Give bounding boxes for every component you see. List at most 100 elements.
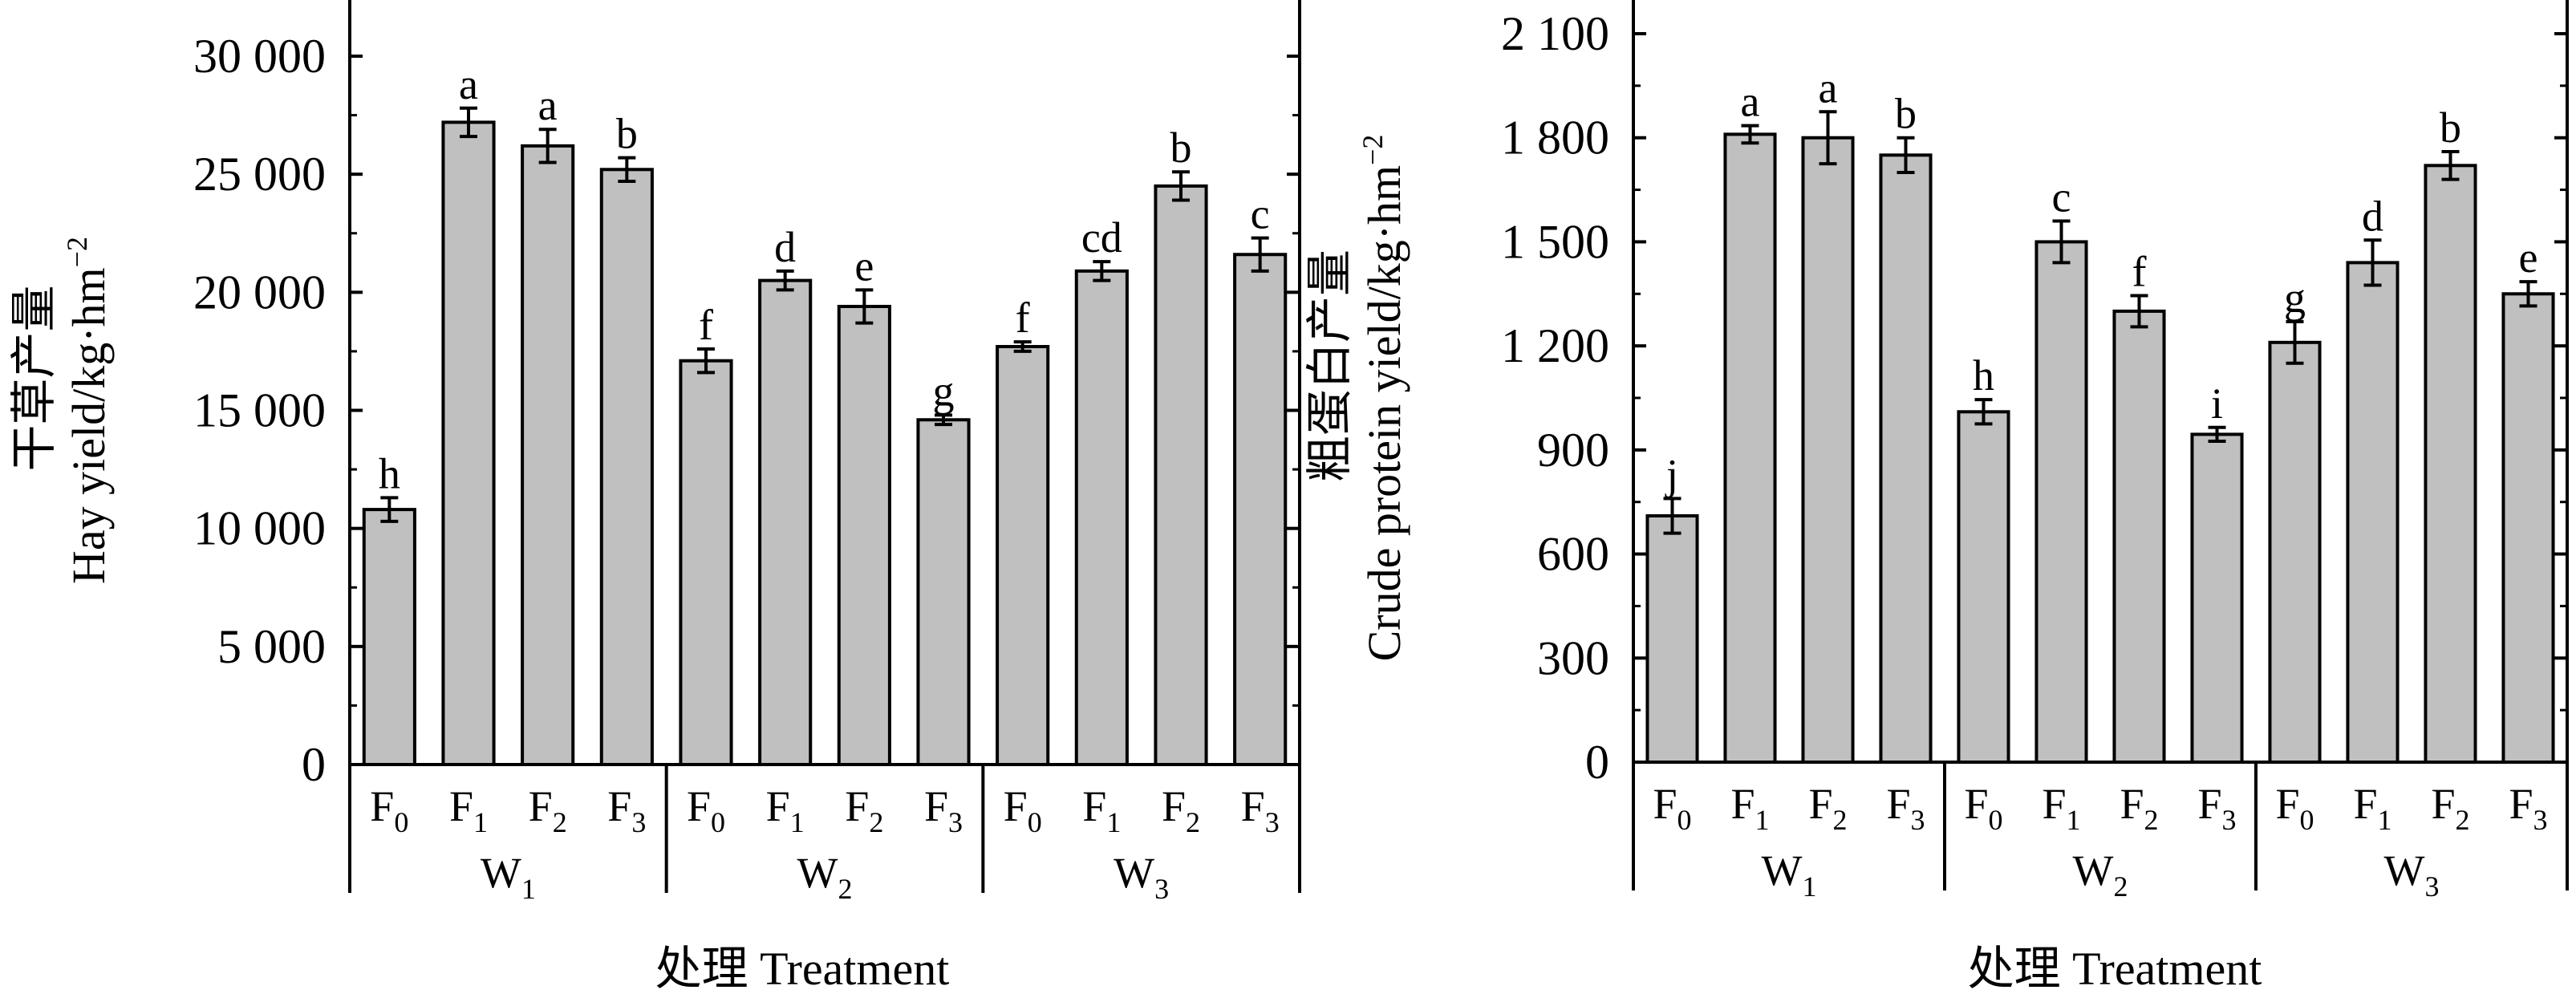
x-tick-label: F1 xyxy=(1730,780,1769,836)
significance-label: c xyxy=(2052,172,2071,221)
significance-label: h xyxy=(379,449,400,497)
x-tick-label: F3 xyxy=(2197,780,2236,836)
significance-label: a xyxy=(538,81,558,129)
x-tick-label: F1 xyxy=(766,782,805,838)
bar xyxy=(1723,132,1777,764)
y-axis-title-en: Hay yield/kg·hm−2 xyxy=(61,237,115,584)
y-tick-label: 5 000 xyxy=(217,620,326,673)
bar xyxy=(679,359,733,766)
y-axis-title-cn: 粗蛋白产量 xyxy=(1304,250,1356,482)
bar xyxy=(996,345,1050,766)
bar xyxy=(362,508,416,766)
bar xyxy=(1645,514,1699,764)
bar xyxy=(1801,136,1855,764)
y-tick-label: 300 xyxy=(1537,631,1609,684)
significance-label: d xyxy=(2362,192,2383,240)
x-tick-label: F3 xyxy=(2509,780,2547,836)
bar xyxy=(521,144,575,766)
bar xyxy=(916,418,971,766)
y-axis-title-en-sup: −2 xyxy=(1357,135,1389,165)
bar xyxy=(599,168,654,766)
significance-label: b xyxy=(1895,90,1917,138)
bar xyxy=(758,278,813,767)
significance-label: d xyxy=(774,223,796,271)
bar xyxy=(441,120,496,766)
bar xyxy=(2190,432,2244,765)
bar xyxy=(1233,253,1288,766)
x-tick-label: F2 xyxy=(529,782,567,838)
bar xyxy=(1074,269,1129,766)
x-tick-label: F1 xyxy=(1082,782,1121,838)
group-label: W3 xyxy=(1114,849,1169,905)
group-label: W2 xyxy=(2073,846,2128,903)
x-tick-label: F0 xyxy=(370,782,408,838)
significance-label: g xyxy=(2284,274,2306,322)
significance-label: g xyxy=(933,367,955,415)
significance-label: c xyxy=(1251,190,1270,238)
bar xyxy=(2112,309,2166,764)
significance-label: f xyxy=(2132,247,2147,295)
x-tick-label: F2 xyxy=(2120,780,2158,836)
x-tick-label: F0 xyxy=(687,782,725,838)
significance-label: b xyxy=(616,110,638,158)
y-tick-label: 0 xyxy=(302,738,326,791)
bar xyxy=(2268,340,2322,765)
significance-label: f xyxy=(699,301,713,349)
y-axis-title-en-sup: −2 xyxy=(61,237,93,267)
bar xyxy=(2346,261,2400,765)
significance-label: j xyxy=(1665,450,1678,498)
x-tick-label: F2 xyxy=(845,782,883,838)
group-label: W1 xyxy=(481,849,536,905)
y-tick-label: 15 000 xyxy=(193,384,326,437)
y-tick-label: 1 800 xyxy=(1501,112,1609,164)
bar xyxy=(2501,292,2555,764)
chart-1: 0 5 000 10 000 15 000 20 000 25 000 30 000 h F0 a… xyxy=(8,0,1301,995)
y-axis-title-en-main: Crude protein yield/kg·hm xyxy=(1358,165,1410,662)
x-axis-title: 处理 Treatment xyxy=(1968,943,2262,994)
x-tick-label: F2 xyxy=(1808,780,1847,836)
bar xyxy=(2034,240,2088,764)
significance-label: a xyxy=(1819,63,1838,112)
x-tick-label: F1 xyxy=(2042,780,2080,836)
significance-label: b xyxy=(1170,124,1192,172)
y-tick-label: 900 xyxy=(1537,424,1609,477)
group-label: W3 xyxy=(2384,846,2440,903)
x-tick-label: F0 xyxy=(1964,780,2002,836)
y-axis-title-en: Crude protein yield/kg·hm−2 xyxy=(1357,135,1410,662)
significance-label: e xyxy=(2519,233,2538,282)
x-axis-title: 处理 Treatment xyxy=(655,943,950,994)
significance-label: e xyxy=(854,241,874,290)
bar xyxy=(837,304,891,766)
x-tick-label: F3 xyxy=(1886,780,1925,836)
significance-label: h xyxy=(1973,351,1994,400)
significance-label: cd xyxy=(1081,213,1122,262)
significance-label: a xyxy=(1741,78,1760,126)
bar xyxy=(1957,410,2010,764)
y-tick-label: 1 200 xyxy=(1501,319,1609,372)
y-tick-label: 600 xyxy=(1537,528,1609,581)
x-tick-label: F3 xyxy=(607,782,646,838)
group-label: W1 xyxy=(1762,846,1817,903)
x-tick-label: F3 xyxy=(1241,782,1280,838)
significance-label: f xyxy=(1016,294,1030,342)
bar xyxy=(1154,184,1208,766)
y-tick-label: 1 500 xyxy=(1501,215,1609,268)
y-tick-label: 20 000 xyxy=(193,266,326,318)
significance-label: b xyxy=(2440,103,2461,152)
x-tick-label: F2 xyxy=(2431,780,2469,836)
significance-label: i xyxy=(2211,379,2223,428)
y-tick-label: 2 100 xyxy=(1501,7,1609,60)
significance-label: a xyxy=(459,60,478,108)
y-axis-title-en-main: Hay yield/kg·hm xyxy=(63,267,115,584)
y-tick-label: 0 xyxy=(1585,736,1609,789)
bar xyxy=(1879,153,1933,765)
x-tick-label: F1 xyxy=(2353,780,2391,836)
chart-2: 0 300 600 900 1 200 1 500 1 800 2 100 j F0 a F1 a F2 b… xyxy=(1304,0,2569,995)
y-tick-label: 10 000 xyxy=(193,502,326,555)
y-axis-title-cn: 干草产量 xyxy=(8,285,60,471)
x-tick-label: F0 xyxy=(2275,780,2314,836)
x-tick-label: F3 xyxy=(924,782,963,838)
x-tick-label: F0 xyxy=(1653,780,1691,836)
